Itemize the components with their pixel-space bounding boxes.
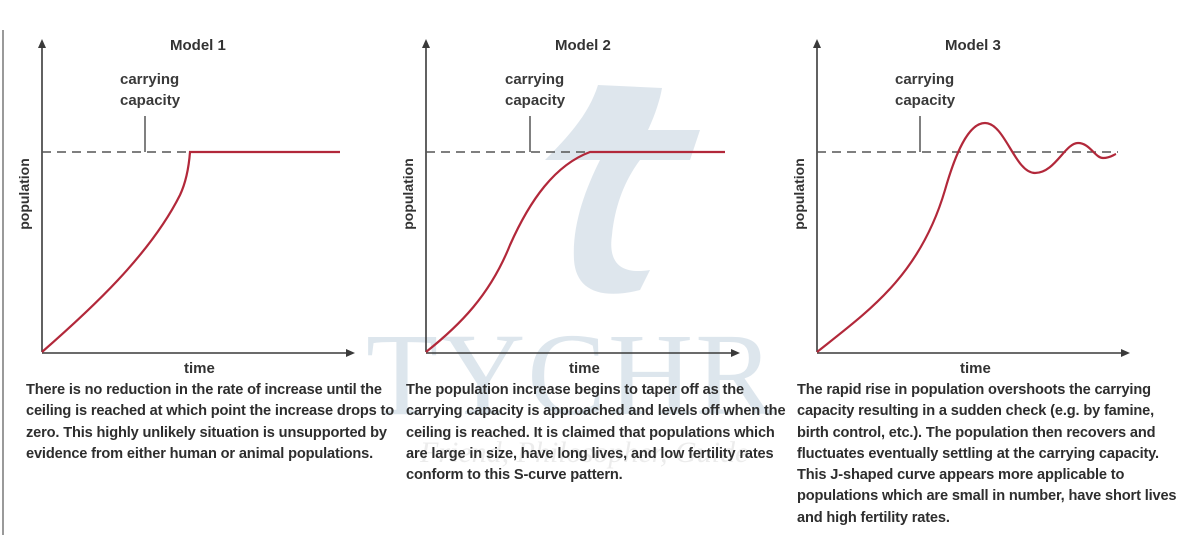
watermark-logo-icon: [545, 85, 700, 294]
model-3-carrying-capacity-label: carrying capacity: [895, 71, 956, 109]
chart-model-2: [422, 39, 740, 357]
page-left-border: [2, 30, 4, 535]
model-1-caption: There is no reduction in the rate of inc…: [26, 382, 395, 462]
model-1-title: Model 1: [170, 37, 226, 54]
chart-model-3: [813, 39, 1130, 357]
model-3-title: Model 3: [945, 37, 1001, 54]
model-1-y-axis-label: population: [16, 158, 32, 230]
model-2-title: Model 2: [555, 37, 611, 54]
population-curve: [41, 150, 340, 353]
model-1-carrying-capacity-label: carrying capacity: [120, 71, 181, 109]
model-3-x-axis-label: time: [960, 360, 991, 377]
chart-model-1: [38, 39, 355, 357]
model-2-x-axis-label: time: [569, 360, 600, 377]
model-3-caption: The rapid rise in population overshoots …: [797, 382, 1177, 526]
population-curve: [425, 150, 725, 353]
watermark-text: TYCHR: [366, 309, 776, 440]
model-2-y-axis-label: population: [400, 158, 416, 230]
watermark-tagline: Friend, Philosopher, Guide: [420, 436, 749, 469]
model-2-carrying-capacity-label: carrying capacity: [505, 71, 566, 109]
model-1-x-axis-label: time: [184, 360, 215, 377]
model-2-caption: The population increase begins to taper …: [406, 382, 786, 484]
model-3-y-axis-label: population: [791, 158, 807, 230]
population-curve: [816, 121, 1117, 353]
